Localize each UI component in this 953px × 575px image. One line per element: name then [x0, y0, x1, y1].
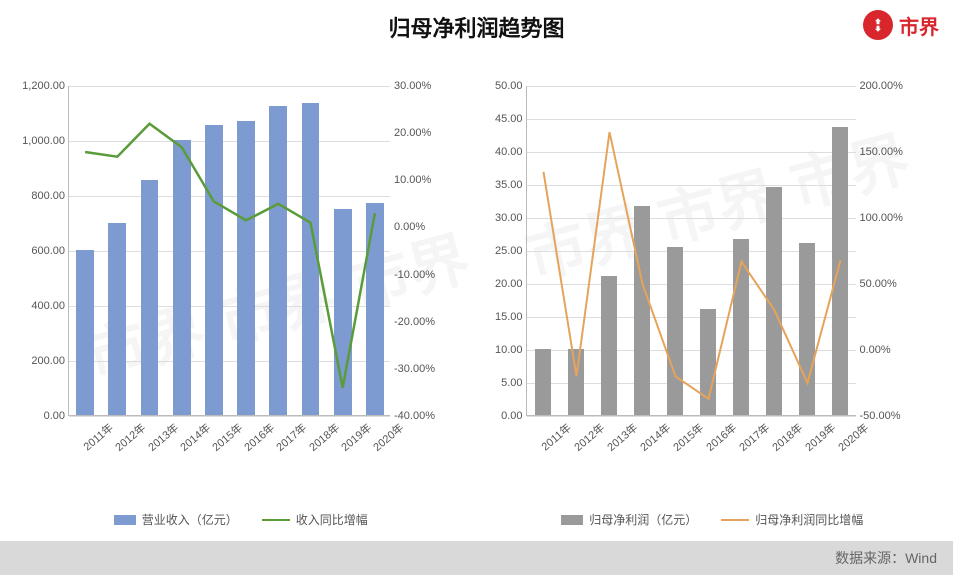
data-source: 数据来源：Wind: [835, 548, 937, 568]
legend-swatch: [721, 519, 749, 521]
legend: 归母净利润（亿元） 归母净利润同比增幅: [482, 511, 944, 528]
legend-label: 收入同比增幅: [296, 511, 368, 528]
legend-item-line: 归母净利润同比增幅: [721, 511, 863, 528]
y1-tick-label: 400.00: [31, 300, 69, 312]
y2-tick-label: 150.00%: [856, 146, 903, 158]
legend-swatch: [561, 515, 583, 525]
legend-label: 归母净利润同比增幅: [755, 511, 863, 528]
y1-tick-label: 800.00: [31, 190, 69, 202]
legend-label: 营业收入（亿元）: [142, 511, 238, 528]
logo-icon: [863, 10, 893, 40]
y1-tick-label: 1,000.00: [22, 135, 69, 147]
y2-tick-label: 50.00%: [856, 278, 897, 290]
y1-tick-label: 40.00: [495, 146, 527, 158]
y1-tick-label: 0.00: [501, 410, 526, 422]
y1-tick-label: 25.00: [495, 245, 527, 257]
y2-tick-label: 20.00%: [390, 127, 431, 139]
revenue-chart: 0.00 200.00 400.00 600.00 800.00 1,000.00 1,20…: [10, 74, 472, 534]
y1-tick-label: 50.00: [495, 80, 527, 92]
profit-chart: 0.00 5.00 10.00 15.00 20.00 25.00 30.00 35.00 40…: [482, 74, 944, 534]
y1-tick-label: 35.00: [495, 179, 527, 191]
footer: 数据来源：Wind: [0, 541, 953, 575]
y2-tick-label: -20.00%: [390, 316, 435, 328]
y1-tick-label: 200.00: [31, 355, 69, 367]
y2-tick-label: 0.00%: [390, 221, 425, 233]
legend-item-bar: 营业收入（亿元）: [114, 511, 238, 528]
page-title: 归母净利润趋势图: [388, 11, 564, 43]
logo-text: 市界: [899, 11, 939, 40]
header: 归母净利润趋势图 市界: [0, 0, 953, 54]
y1-tick-label: 15.00: [495, 311, 527, 323]
y1-tick-label: 1,200.00: [22, 80, 69, 92]
charts-row: 0.00 200.00 400.00 600.00 800.00 1,000.00 1,20…: [0, 54, 953, 534]
y2-tick-label: 100.00%: [856, 212, 903, 224]
y2-tick-label: 10.00%: [390, 174, 431, 186]
y2-tick-label: -30.00%: [390, 363, 435, 375]
legend-label: 归母净利润（亿元）: [589, 511, 697, 528]
legend-swatch: [114, 515, 136, 525]
y2-tick-label: 0.00%: [856, 344, 891, 356]
line-series: [85, 124, 375, 388]
y2-tick-label: 200.00%: [856, 80, 903, 92]
y1-tick-label: 5.00: [501, 377, 526, 389]
legend: 营业收入（亿元） 收入同比增幅: [10, 511, 472, 528]
y1-tick-label: 20.00: [495, 278, 527, 290]
legend-item-bar: 归母净利润（亿元）: [561, 511, 697, 528]
y2-tick-label: -10.00%: [390, 269, 435, 281]
y2-tick-label: 30.00%: [390, 80, 431, 92]
y1-tick-label: 45.00: [495, 113, 527, 125]
y1-tick-label: 30.00: [495, 212, 527, 224]
brand-logo: 市界: [863, 10, 939, 40]
line-series: [543, 132, 840, 399]
y1-tick-label: 0.00: [44, 410, 69, 422]
y1-tick-label: 600.00: [31, 245, 69, 257]
legend-swatch: [262, 519, 290, 521]
y1-tick-label: 10.00: [495, 344, 527, 356]
legend-item-line: 收入同比增幅: [262, 511, 368, 528]
